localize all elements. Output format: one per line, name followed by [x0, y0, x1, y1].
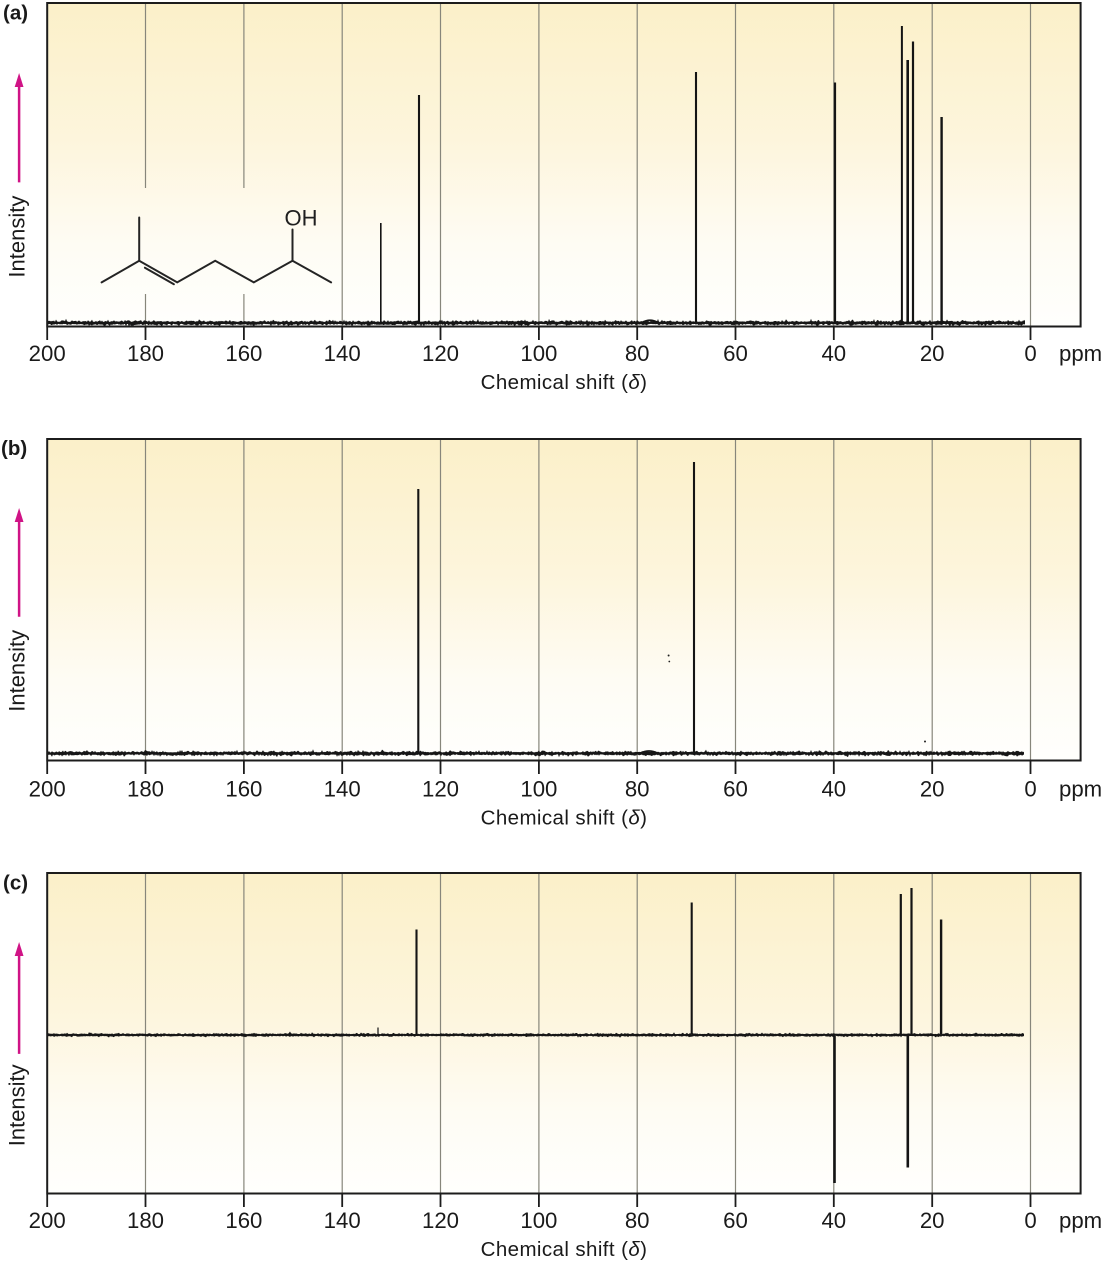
svg-text:0: 0 [1024, 341, 1036, 366]
svg-text:0: 0 [1024, 1208, 1036, 1233]
svg-text:OH: OH [285, 206, 318, 231]
svg-text:60: 60 [723, 776, 748, 801]
svg-text:40: 40 [821, 776, 846, 801]
svg-text:140: 140 [324, 341, 361, 366]
svg-text:140: 140 [324, 1208, 361, 1233]
svg-text:Intensity: Intensity [5, 1064, 30, 1146]
svg-text:Intensity: Intensity [5, 196, 30, 278]
svg-text:ppm: ppm [1059, 1208, 1102, 1233]
svg-text:100: 100 [520, 1208, 557, 1233]
svg-text:180: 180 [127, 341, 164, 366]
svg-text:0: 0 [1024, 776, 1036, 801]
svg-text:80: 80 [625, 341, 650, 366]
svg-text:ppm: ppm [1059, 776, 1102, 801]
svg-text:60: 60 [723, 1208, 748, 1233]
svg-text:120: 120 [422, 1208, 459, 1233]
svg-text:120: 120 [422, 776, 459, 801]
svg-text:Chemical shift (δ): Chemical shift (δ) [481, 806, 648, 829]
svg-text:80: 80 [625, 1208, 650, 1233]
svg-text:40: 40 [821, 1208, 846, 1233]
svg-text:(c): (c) [3, 871, 28, 894]
svg-text:100: 100 [520, 776, 557, 801]
svg-text:180: 180 [127, 1208, 164, 1233]
svg-text:100: 100 [520, 341, 557, 366]
svg-text:80: 80 [625, 776, 650, 801]
svg-text:ppm: ppm [1059, 341, 1102, 366]
svg-text:160: 160 [225, 776, 262, 801]
svg-text:180: 180 [127, 776, 164, 801]
svg-text:160: 160 [225, 341, 262, 366]
svg-text:200: 200 [29, 776, 66, 801]
svg-text:120: 120 [422, 341, 459, 366]
svg-text:Intensity: Intensity [5, 630, 30, 712]
svg-text:Chemical shift (δ): Chemical shift (δ) [481, 1238, 648, 1261]
svg-text:(b): (b) [1, 437, 27, 460]
svg-text:(a): (a) [3, 1, 28, 24]
svg-text:20: 20 [920, 1208, 945, 1233]
svg-text:140: 140 [324, 776, 361, 801]
svg-text:60: 60 [723, 341, 748, 366]
svg-text:200: 200 [29, 1208, 66, 1233]
svg-text:160: 160 [225, 1208, 262, 1233]
svg-text:20: 20 [920, 776, 945, 801]
svg-text:20: 20 [920, 341, 945, 366]
svg-text:200: 200 [29, 341, 66, 366]
svg-text:40: 40 [821, 341, 846, 366]
svg-text:Chemical shift (δ): Chemical shift (δ) [481, 371, 648, 394]
